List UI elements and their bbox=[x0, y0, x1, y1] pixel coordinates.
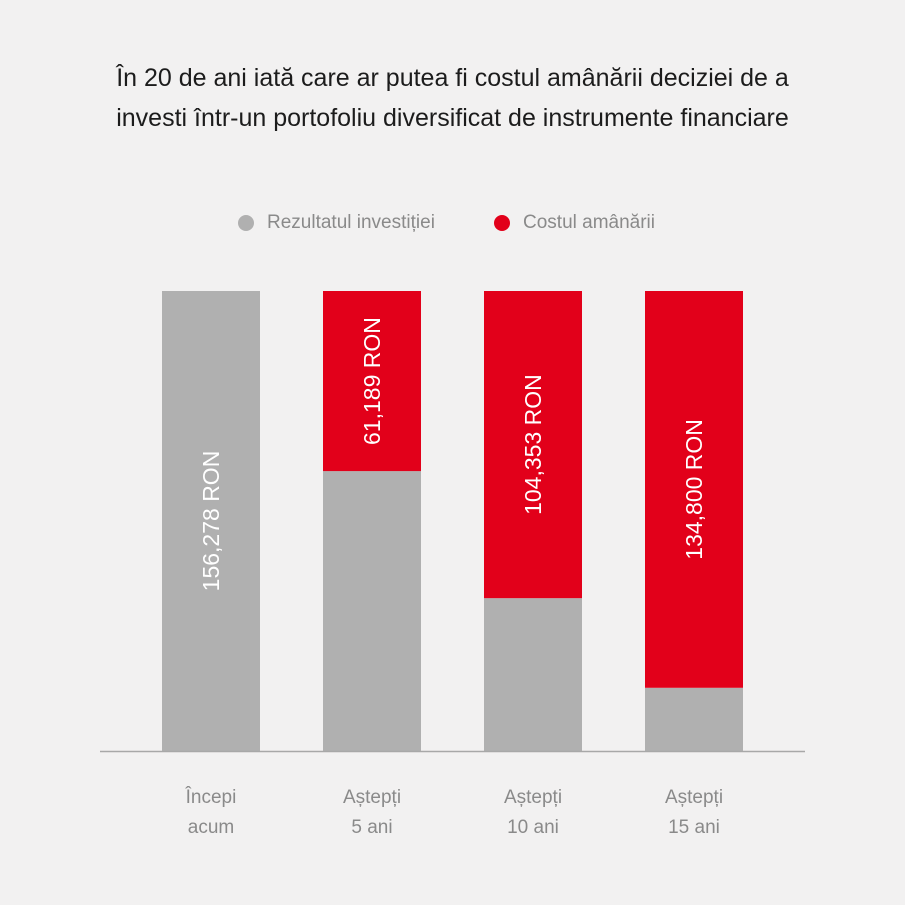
bar-segment-delay-cost-3 bbox=[645, 291, 743, 688]
x-tick-label-1: Aștepți 5 ani bbox=[307, 783, 437, 843]
legend-item-investment-result: Rezultatul investiției bbox=[238, 208, 435, 238]
bar-data-label-3: 134,800 RON bbox=[681, 419, 707, 560]
bar-segment-investment-result-1 bbox=[323, 471, 421, 751]
x-tick-label-line: Aștepți bbox=[342, 787, 402, 808]
bar-data-label-2: 104,353 RON bbox=[520, 374, 546, 515]
chart-title: În 20 de ani iată care ar putea fi costu… bbox=[116, 64, 789, 132]
legend: Rezultatul investiției Costul amânării bbox=[0, 208, 905, 238]
bar-segment-investment-result-2 bbox=[484, 598, 582, 751]
bar-segment-investment-result-3 bbox=[645, 687, 743, 751]
x-tick-label-2: Aștepți 10 ani bbox=[468, 783, 598, 843]
legend-item-delay-cost: Costul amânării bbox=[494, 208, 655, 238]
x-tick-label-line: 10 ani bbox=[507, 817, 559, 838]
x-tick-label-line: acum bbox=[187, 817, 235, 838]
legend-swatch-gray bbox=[238, 215, 254, 231]
bar-segment-investment-result-0 bbox=[162, 291, 260, 751]
x-tick-label-line: 5 ani bbox=[351, 817, 393, 838]
x-tick-label-line: Aștepți bbox=[503, 787, 563, 808]
legend-label: Costul amânării bbox=[523, 212, 655, 233]
x-tick-label-line: Aștepți bbox=[664, 787, 724, 808]
bar-data-label-1: 61,189 RON bbox=[359, 317, 385, 445]
legend-swatch-red bbox=[494, 215, 510, 231]
bar-data-label-0: 156,278 RON bbox=[198, 451, 224, 592]
bar-segment-delay-cost-1 bbox=[323, 291, 421, 472]
x-tick-label-line: 15 ani bbox=[668, 817, 720, 838]
x-tick-label-3: Aștepți 15 ani bbox=[629, 783, 759, 843]
x-tick-label-0: Începi acum bbox=[146, 783, 276, 843]
legend-label: Rezultatul investiției bbox=[267, 212, 435, 233]
x-tick-label-line: Începi bbox=[185, 787, 237, 808]
bar-segment-delay-cost-2 bbox=[484, 291, 582, 599]
